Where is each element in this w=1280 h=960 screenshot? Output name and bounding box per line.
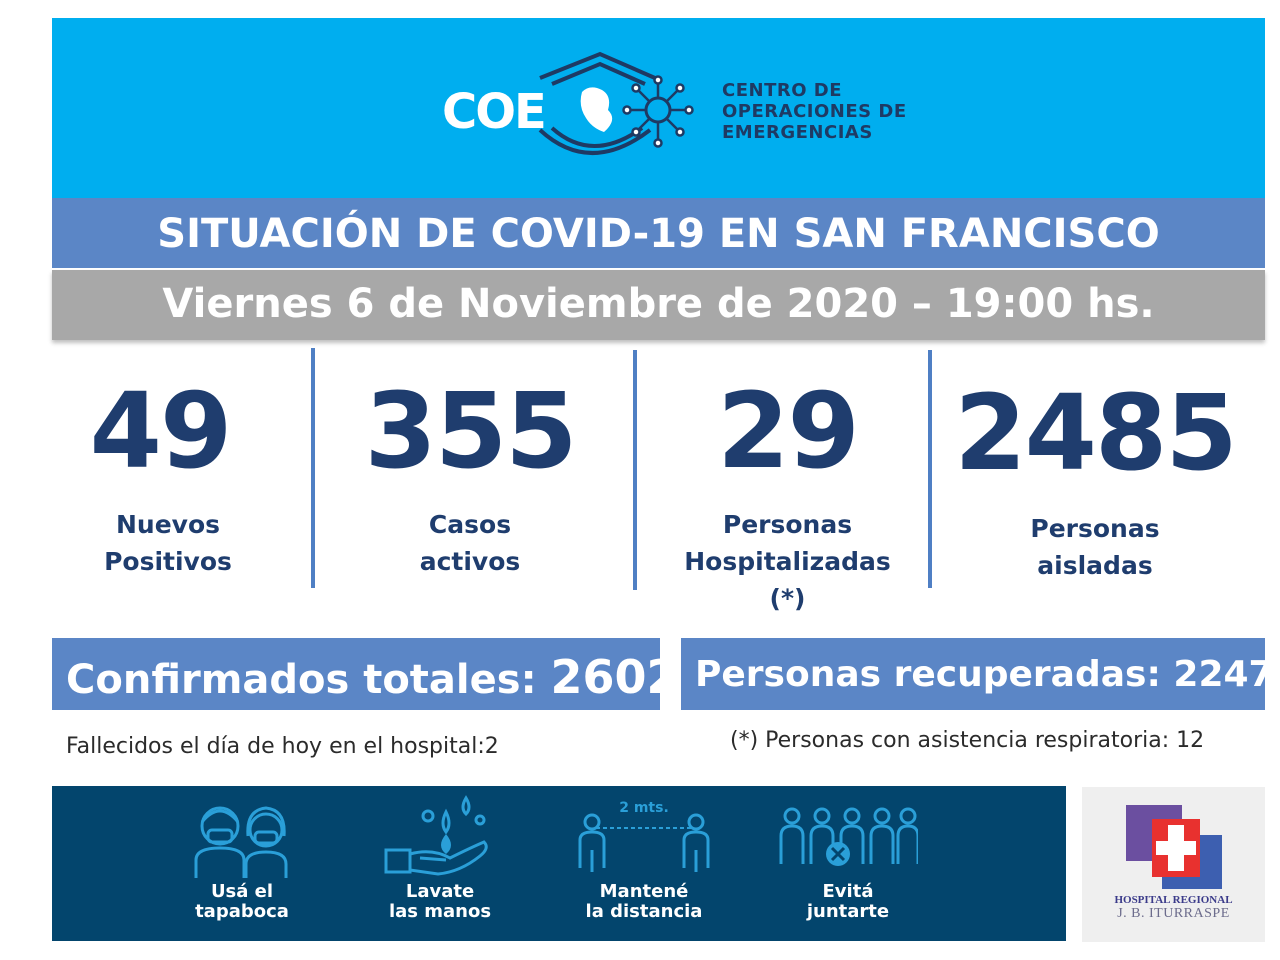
stat-divider xyxy=(928,350,932,588)
tip-wash-hands: Lavate las manos xyxy=(340,786,540,941)
stat-label-line: Personas xyxy=(1030,514,1160,543)
recovered-total-bar: Personas recuperadas: 2247 xyxy=(681,638,1265,710)
stat-isolated-label: Personas aisladas xyxy=(945,510,1245,584)
stat-new-positives-label: Nuevos Positivos xyxy=(60,506,276,580)
stat-hospitalized-label: Personas Hospitalizadas (*) xyxy=(650,506,925,617)
stat-label-line: Personas xyxy=(722,510,853,539)
tip-label-line: Usá el xyxy=(210,881,274,902)
tip-wash-hands-label: Lavate las manos xyxy=(340,882,540,922)
recovered-total-label: Personas recuperadas: xyxy=(695,654,1174,695)
tip-mask: Usá el tapaboca xyxy=(142,786,342,941)
respiratory-assistance-note: (*) Personas con asistencia respiratoria… xyxy=(730,728,1205,753)
coe-text-line3: EMERGENCIAS xyxy=(722,122,873,143)
coe-text-line2: OPERACIONES DE xyxy=(722,101,907,122)
report-date: Viernes 6 de Noviembre de 2020 – 19:00 h… xyxy=(52,270,1265,340)
social-distance-icon: 2 mts. xyxy=(578,800,710,872)
recovered-total-value: 2247 xyxy=(1173,654,1265,695)
tip-no-gathering: Evitá juntarte xyxy=(748,786,948,941)
stat-label-line: activos xyxy=(419,547,521,576)
hospital-logo: HOSPITAL REGIONAL J. B. ITURRASPE xyxy=(1082,787,1265,942)
hospital-name-line1: HOSPITAL REGIONAL xyxy=(1114,894,1233,906)
confirmed-total-value: 2602 xyxy=(550,650,661,704)
tip-label-line: Mantené xyxy=(599,881,689,902)
tip-label-line: Lavate xyxy=(405,881,475,902)
face-mask-icon xyxy=(194,806,288,878)
tip-distance: 2 mts. Mantené la distancia xyxy=(544,786,744,941)
stat-isolated-value: 2485 xyxy=(954,372,1237,494)
confirmed-total-bar: Confirmados totales: 2602 xyxy=(52,638,660,710)
coe-logo-text: CENTRO DE OPERACIONES DE EMERGENCIAS xyxy=(722,80,952,150)
stat-label-line: (*) xyxy=(769,584,806,613)
stat-label-line: Casos xyxy=(428,510,512,539)
tip-label-line: juntarte xyxy=(806,901,890,922)
hand-washing-icon xyxy=(384,795,488,876)
stat-active-cases-label: Casos activos xyxy=(330,506,610,580)
hospital-name-line2: J. B. ITURRASPE xyxy=(1117,906,1230,921)
header-banner xyxy=(52,18,1265,198)
stat-label-line: Positivos xyxy=(104,547,232,576)
tip-label-line: tapaboca xyxy=(195,901,289,922)
coe-shield-virus-icon xyxy=(538,51,694,155)
tip-no-gathering-label: Evitá juntarte xyxy=(748,882,948,922)
stat-label-line: Nuevos xyxy=(115,510,221,539)
tip-label-line: las manos xyxy=(388,901,492,922)
stat-label-line: Hospitalizadas xyxy=(684,547,891,576)
hospital-cross-icon xyxy=(1126,805,1222,889)
tip-label-line: Evitá xyxy=(822,881,874,902)
tip-label-line: la distancia xyxy=(585,901,703,922)
no-gathering-icon xyxy=(779,807,918,866)
stat-label-line: aisladas xyxy=(1037,551,1153,580)
prevention-strip: Usá el tapaboca Lavate las manos 2 mts. xyxy=(52,786,1066,941)
stat-active-cases-value: 355 xyxy=(364,370,577,492)
stat-new-positives-value: 49 xyxy=(89,370,233,492)
stat-hospitalized-value: 29 xyxy=(717,370,860,492)
distance-badge: 2 mts. xyxy=(619,800,669,816)
stat-divider xyxy=(633,350,637,590)
page-title: SITUACIÓN DE COVID-19 EN SAN FRANCISCO xyxy=(52,198,1265,268)
tip-mask-label: Usá el tapaboca xyxy=(142,882,342,922)
deaths-note: Fallecidos el día de hoy en el hospital:… xyxy=(66,734,499,759)
stat-divider xyxy=(311,348,315,588)
tip-distance-label: Mantené la distancia xyxy=(544,882,744,922)
hospital-name: HOSPITAL REGIONAL J. B. ITURRASPE xyxy=(1082,893,1265,921)
coe-logo-wordmark: COE xyxy=(442,84,547,140)
coe-text-line1: CENTRO DE xyxy=(722,80,843,101)
confirmed-total-label: Confirmados totales: xyxy=(66,657,551,703)
